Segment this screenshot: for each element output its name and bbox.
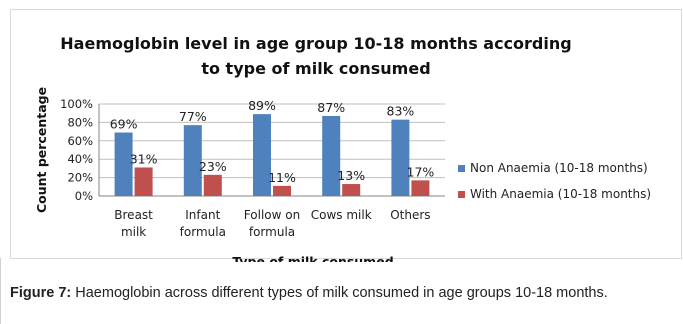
x-tick-label: Follow on — [244, 208, 300, 222]
caption-text: Haemoglobin across different types of mi… — [71, 285, 608, 301]
bar-with-anaemia — [273, 185, 291, 196]
bar-with-anaemia — [342, 184, 361, 196]
legend-swatch — [458, 191, 465, 198]
bar-with-anaemia — [203, 174, 222, 196]
data-label: 17% — [407, 164, 435, 179]
y-tick-label: 20% — [67, 171, 93, 185]
x-tick-label: Others — [390, 208, 430, 222]
x-tick-label: formula — [249, 225, 295, 239]
data-label: 23% — [199, 159, 227, 174]
x-axis-title: Type of milk consumed — [232, 254, 393, 262]
y-tick-label: 80% — [67, 115, 93, 129]
y-tick-label: 60% — [67, 134, 93, 148]
bar-non-anaemia — [114, 132, 133, 196]
data-label: 11% — [268, 170, 296, 185]
x-tick-label: Cows milk — [311, 208, 372, 222]
x-tick-label: milk — [121, 225, 146, 239]
y-tick-label: 40% — [67, 152, 93, 166]
data-label: 13% — [337, 168, 365, 183]
legend-label: Non Anaemia (10-18 months) — [470, 161, 648, 175]
chart-title-line2: to type of milk consumed — [201, 59, 430, 78]
data-label: 87% — [317, 100, 345, 115]
chart: Haemoglobin level in age group 10-18 mon… — [34, 34, 651, 262]
data-label: 69% — [110, 117, 138, 132]
x-tick-label: Infant — [185, 208, 220, 222]
bar-non-anaemia — [322, 115, 341, 196]
y-axis-title: Count percentage — [34, 87, 49, 213]
bar-non-anaemia — [253, 114, 271, 196]
legend-label: With Anaemia (10-18 months) — [470, 187, 651, 201]
y-tick-label: 0% — [75, 189, 93, 203]
data-label: 89% — [248, 98, 276, 113]
bar-with-anaemia — [134, 167, 153, 196]
figure-caption: Figure 7: Haemoglobin across different t… — [10, 284, 678, 303]
legend-swatch — [458, 165, 465, 172]
x-tick-label: formula — [180, 225, 226, 239]
bar-non-anaemia — [391, 119, 410, 196]
bar-with-anaemia — [411, 180, 430, 196]
caption-label: Figure 7: — [10, 285, 72, 301]
data-label: 77% — [179, 109, 207, 124]
page-edge-line — [0, 258, 1, 324]
x-tick-label: Breast — [114, 208, 153, 222]
data-label: 83% — [387, 104, 415, 119]
bar-non-anaemia — [183, 125, 202, 196]
data-label: 31% — [130, 151, 158, 166]
y-tick-label: 100% — [60, 97, 93, 111]
chart-title-line1: Haemoglobin level in age group 10-18 mon… — [60, 34, 571, 53]
